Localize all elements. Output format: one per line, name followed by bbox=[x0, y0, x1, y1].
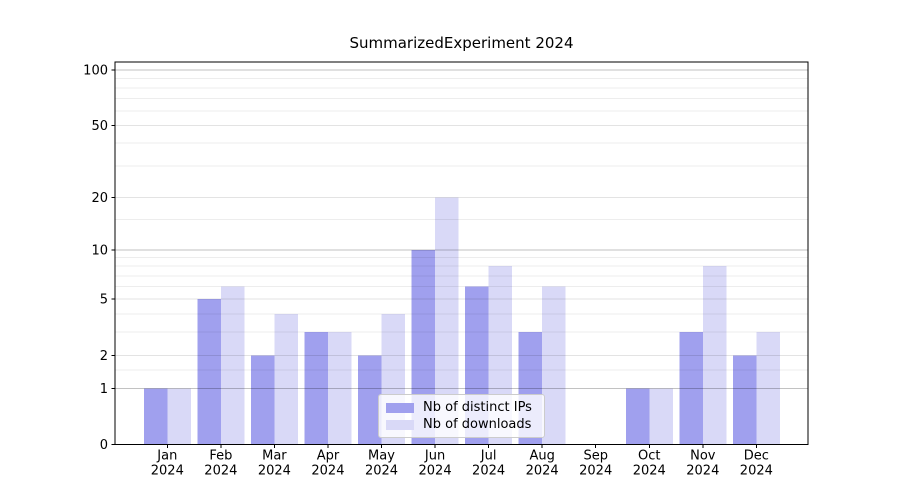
bar-ips-jan bbox=[143, 388, 168, 445]
bar-downloads-mar bbox=[274, 313, 298, 445]
legend-label-downloads: Nb of downloads bbox=[423, 417, 532, 432]
x-tick-label-month-oct: Oct bbox=[638, 449, 660, 464]
x-tick-label-year-oct: 2024 bbox=[633, 464, 666, 479]
legend-item-distinct-ips: Nb of distinct IPs bbox=[386, 399, 536, 416]
x-tick-label-month-dec: Dec bbox=[744, 449, 769, 464]
legend: Nb of distinct IPs Nb of downloads bbox=[378, 394, 545, 438]
legend-label-distinct-ips: Nb of distinct IPs bbox=[423, 400, 532, 415]
x-tick-label-month-aug: Aug bbox=[529, 449, 554, 464]
x-tick-label-year-may: 2024 bbox=[365, 464, 398, 479]
x-tick-label-year-mar: 2024 bbox=[258, 464, 291, 479]
x-tick-label-year-nov: 2024 bbox=[686, 464, 719, 479]
legend-item-downloads: Nb of downloads bbox=[386, 416, 536, 433]
x-tick-label-month-nov: Nov bbox=[690, 449, 716, 464]
bar-ips-nov bbox=[679, 332, 703, 445]
y-tick-label-10: 10 bbox=[91, 243, 108, 258]
chart-title: SummarizedExperiment 2024 bbox=[349, 34, 574, 52]
bar-downloads-jan bbox=[167, 388, 191, 445]
x-tick-label-year-dec: 2024 bbox=[740, 464, 773, 479]
bar-ips-apr bbox=[304, 332, 328, 445]
bar-ips-oct bbox=[625, 388, 650, 445]
y-tick-label-0: 0 bbox=[100, 438, 108, 453]
x-tick-label-year-jul: 2024 bbox=[472, 464, 505, 479]
y-tick-label-50: 50 bbox=[91, 119, 108, 134]
x-tick-label-year-sep: 2024 bbox=[579, 464, 612, 479]
bar-downloads-apr bbox=[327, 332, 352, 445]
bar-ips-dec bbox=[732, 355, 757, 445]
y-tick-label-20: 20 bbox=[91, 191, 108, 206]
y-tick-label-1: 1 bbox=[100, 382, 108, 397]
y-tick-label-5: 5 bbox=[100, 293, 108, 308]
x-tick-label-year-jun: 2024 bbox=[419, 464, 452, 479]
legend-swatch-downloads bbox=[386, 419, 414, 430]
x-tick-label-month-feb: Feb bbox=[209, 449, 232, 464]
bar-downloads-nov bbox=[702, 266, 727, 445]
bar-ips-mar bbox=[250, 355, 275, 445]
y-tick-label-100: 100 bbox=[83, 64, 108, 79]
x-tick-label-year-feb: 2024 bbox=[204, 464, 237, 479]
x-tick-label-month-may: May bbox=[368, 449, 395, 464]
bar-downloads-feb bbox=[220, 286, 245, 445]
x-tick-label-year-aug: 2024 bbox=[526, 464, 559, 479]
x-tick-label-year-apr: 2024 bbox=[311, 464, 344, 479]
legend-swatch-distinct-ips bbox=[386, 402, 414, 413]
bar-downloads-dec bbox=[756, 332, 780, 445]
plot-border bbox=[114, 61, 809, 445]
x-tick-label-month-apr: Apr bbox=[317, 449, 340, 464]
bar-downloads-jun bbox=[435, 197, 459, 445]
bar-ips-may bbox=[358, 355, 382, 445]
bar-ips-feb bbox=[197, 299, 221, 445]
bar-downloads-aug bbox=[542, 286, 566, 445]
bar-downloads-oct bbox=[649, 388, 673, 445]
x-tick-label-month-mar: Mar bbox=[262, 449, 287, 464]
x-tick-label-year-jan: 2024 bbox=[151, 464, 184, 479]
x-tick-label-month-sep: Sep bbox=[583, 449, 608, 464]
x-tick-label-month-jul: Jul bbox=[480, 449, 497, 464]
x-tick-label-month-jan: Jan bbox=[156, 449, 177, 464]
x-tick-label-month-jun: Jun bbox=[424, 449, 445, 464]
y-tick-label-2: 2 bbox=[100, 349, 108, 364]
